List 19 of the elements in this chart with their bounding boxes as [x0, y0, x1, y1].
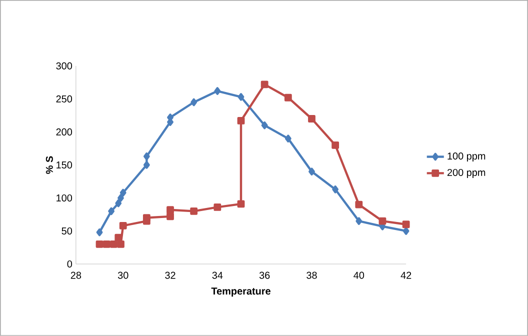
x-axis-title: Temperature	[211, 288, 270, 297]
x-tick-label: 38	[306, 272, 317, 279]
y-tick-label: 250	[56, 95, 72, 102]
x-tick-label: 34	[212, 272, 223, 279]
y-tick-label: 150	[56, 161, 72, 169]
y-axis-title: % S	[46, 156, 53, 174]
y-tick-label: 0	[67, 260, 72, 268]
x-tick-label: 42	[400, 272, 412, 279]
x-tick-label: 32	[165, 272, 176, 279]
x-tick-label: 40	[354, 272, 364, 279]
y-tick-label: 50	[62, 227, 72, 235]
legend-label: 100 ppm	[448, 152, 486, 162]
y-tick-label: 300	[56, 62, 72, 70]
x-tick-label: 36	[259, 272, 270, 279]
y-tick-label: 200	[56, 128, 72, 136]
legend-label: 200 ppm	[447, 168, 486, 178]
x-tick-label: 30	[118, 272, 128, 279]
y-tick-label: 100	[56, 194, 72, 202]
x-tick-label: 28	[70, 272, 82, 279]
